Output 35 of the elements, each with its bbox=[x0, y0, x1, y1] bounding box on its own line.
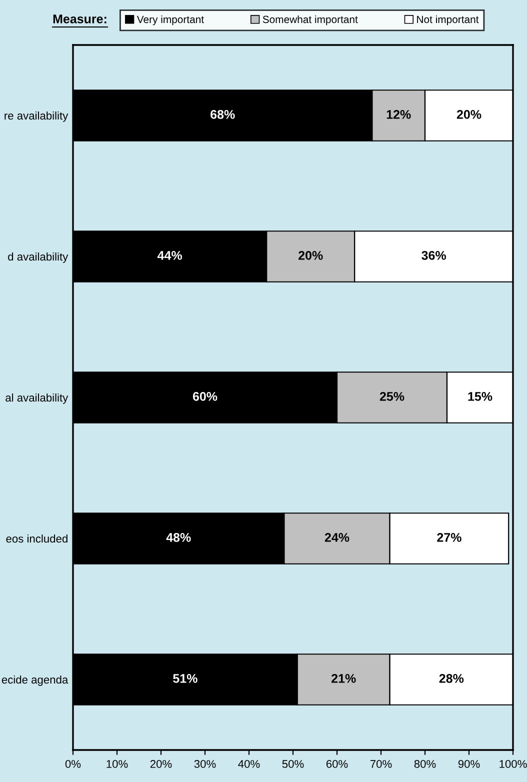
data-label: 12% bbox=[386, 110, 411, 119]
legend-title: Measure: bbox=[53, 14, 106, 24]
legend-label: Very important bbox=[136, 15, 204, 26]
y-tick-label: al availability bbox=[6, 393, 68, 404]
x-tick-label: 100% bbox=[500, 760, 527, 768]
x-tick-label: 40% bbox=[238, 760, 260, 768]
data-label: 60% bbox=[192, 392, 218, 401]
x-tick-label: 30% bbox=[194, 760, 216, 768]
data-label: 27% bbox=[437, 533, 462, 542]
data-label: 20% bbox=[298, 251, 323, 260]
y-tick-label: d availability bbox=[8, 252, 68, 263]
data-label: 36% bbox=[422, 251, 446, 260]
x-tick-label: 0% bbox=[65, 760, 81, 768]
data-label: 24% bbox=[324, 533, 350, 542]
y-tick-label: eos included bbox=[6, 534, 68, 543]
x-tick-label: 50% bbox=[282, 760, 304, 768]
legend-label: Not important bbox=[417, 15, 479, 26]
legend-label: Somewhat important bbox=[262, 15, 358, 26]
data-label: 44% bbox=[157, 251, 182, 260]
y-tick-label: ecide agenda bbox=[2, 675, 68, 686]
x-tick-label: 20% bbox=[150, 760, 172, 768]
x-tick-label: 60% bbox=[326, 760, 348, 768]
x-tick-label: 80% bbox=[414, 760, 436, 768]
y-tick-label: re availability bbox=[4, 111, 68, 122]
data-label: 28% bbox=[439, 674, 464, 683]
data-label: 68% bbox=[210, 110, 235, 119]
data-label: 51% bbox=[173, 674, 198, 683]
data-label: 20% bbox=[456, 110, 482, 119]
data-label: 15% bbox=[468, 392, 492, 401]
x-tick-label: 10% bbox=[106, 760, 128, 768]
data-label: 48% bbox=[166, 533, 191, 542]
x-tick-label: 90% bbox=[458, 760, 480, 768]
x-tick-label: 70% bbox=[370, 760, 392, 768]
data-label: 25% bbox=[380, 392, 404, 401]
data-label: 21% bbox=[332, 674, 356, 683]
